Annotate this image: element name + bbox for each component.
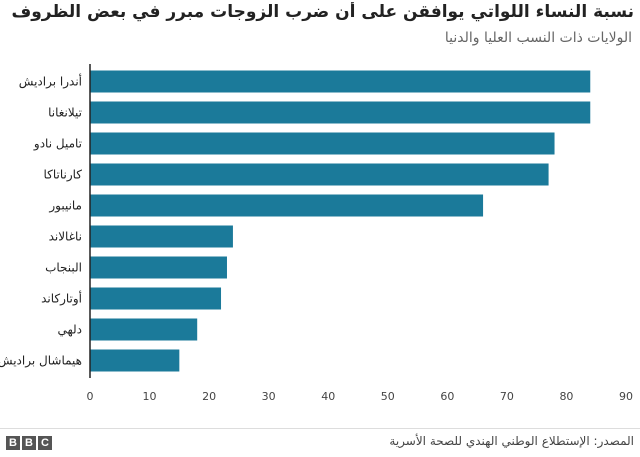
category-label: كارناتاكا xyxy=(43,168,82,183)
bar xyxy=(90,194,484,217)
bar xyxy=(90,349,180,372)
category-label: تاميل نادو xyxy=(33,137,82,152)
category-label: دلهي xyxy=(57,323,82,337)
category-label: مانيبور xyxy=(48,199,82,214)
bbc-logo-letter: B xyxy=(6,436,20,450)
x-tick-label: 20 xyxy=(202,390,216,403)
bar xyxy=(90,70,591,93)
category-label: أندرا براديش xyxy=(19,74,82,90)
bbc-logo-letter: C xyxy=(38,436,52,450)
source-note: المصدر: الإستطلاع الوطني الهندي للصحة ال… xyxy=(389,434,634,448)
category-label: أوتاركاند xyxy=(41,291,82,307)
x-tick-label: 30 xyxy=(262,390,276,403)
bar xyxy=(90,318,198,341)
bar xyxy=(90,163,549,186)
x-tick-label: 10 xyxy=(143,390,157,403)
bar xyxy=(90,132,555,155)
category-label: البنجاب xyxy=(45,261,82,275)
bar xyxy=(90,101,591,124)
chart-title: نسبة النساء اللواتي يوافقن على أن ضرب ال… xyxy=(11,2,634,22)
category-label: تيلانغانا xyxy=(48,106,82,120)
x-tick-label: 70 xyxy=(500,390,514,403)
x-tick-label: 60 xyxy=(440,390,454,403)
category-label: هيماشال براديش xyxy=(0,354,82,369)
bbc-logo-letter: B xyxy=(22,436,36,450)
bar xyxy=(90,256,227,279)
bar xyxy=(90,225,233,248)
footer-divider xyxy=(0,428,640,429)
x-tick-label: 0 xyxy=(87,390,94,403)
x-tick-label: 80 xyxy=(559,390,573,403)
bar xyxy=(90,287,222,310)
x-tick-label: 40 xyxy=(321,390,335,403)
bar-chart: أندرا براديش تيلانغانا تاميل نادو كارناتاكا… xyxy=(0,64,633,403)
category-label: ناغالاند xyxy=(49,230,82,244)
x-tick-label: 50 xyxy=(381,390,395,403)
x-tick-label: 90 xyxy=(619,390,633,403)
bbc-logo: B B C xyxy=(6,436,52,450)
chart-subtitle: الولايات ذات النسب العليا والدنيا xyxy=(444,30,632,46)
